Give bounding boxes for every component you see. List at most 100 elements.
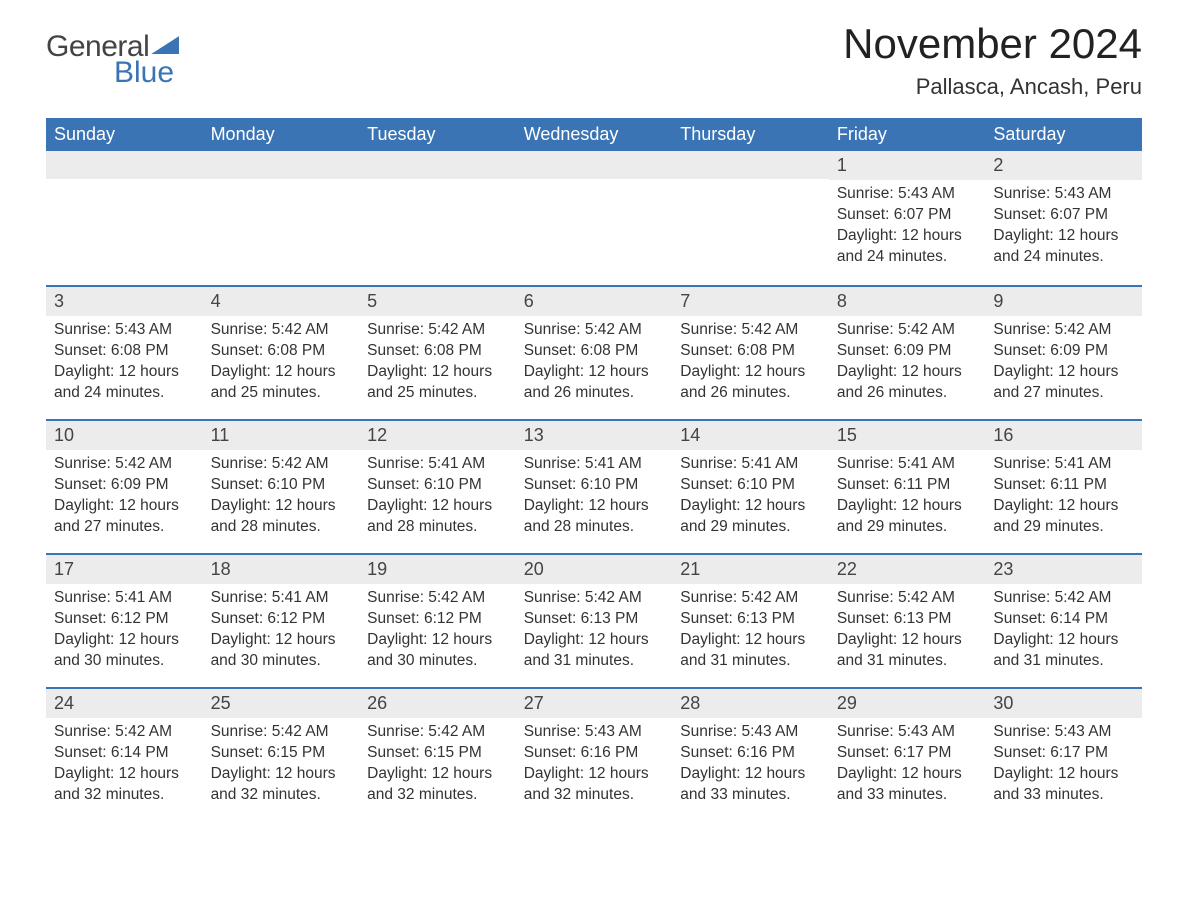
day-cell-empty bbox=[359, 151, 516, 285]
day-number: 6 bbox=[516, 287, 673, 316]
day-cell-18: 18Sunrise: 5:41 AMSunset: 6:12 PMDayligh… bbox=[203, 555, 360, 687]
weekday-monday: Monday bbox=[203, 118, 360, 151]
day-number: 8 bbox=[829, 287, 986, 316]
day-detail-line: Sunset: 6:15 PM bbox=[211, 743, 352, 764]
day-details: Sunrise: 5:42 AMSunset: 6:08 PMDaylight:… bbox=[516, 316, 673, 414]
day-number: 29 bbox=[829, 689, 986, 718]
day-detail-line: Sunrise: 5:42 AM bbox=[367, 320, 508, 341]
day-number: 30 bbox=[985, 689, 1142, 718]
day-detail-line: Daylight: 12 hours and 30 minutes. bbox=[54, 630, 195, 672]
day-details: Sunrise: 5:41 AMSunset: 6:12 PMDaylight:… bbox=[203, 584, 360, 682]
day-details: Sunrise: 5:43 AMSunset: 6:17 PMDaylight:… bbox=[985, 718, 1142, 816]
day-detail-line: Sunrise: 5:42 AM bbox=[993, 320, 1134, 341]
day-cell-19: 19Sunrise: 5:42 AMSunset: 6:12 PMDayligh… bbox=[359, 555, 516, 687]
day-details: Sunrise: 5:43 AMSunset: 6:07 PMDaylight:… bbox=[829, 180, 986, 278]
day-detail-line: Daylight: 12 hours and 31 minutes. bbox=[993, 630, 1134, 672]
day-cell-15: 15Sunrise: 5:41 AMSunset: 6:11 PMDayligh… bbox=[829, 421, 986, 553]
day-detail-line: Sunrise: 5:41 AM bbox=[367, 454, 508, 475]
day-detail-line: Sunrise: 5:41 AM bbox=[54, 588, 195, 609]
day-number: 26 bbox=[359, 689, 516, 718]
day-detail-line: Sunrise: 5:42 AM bbox=[367, 722, 508, 743]
day-number: 9 bbox=[985, 287, 1142, 316]
day-detail-line: Sunset: 6:09 PM bbox=[837, 341, 978, 362]
day-cell-12: 12Sunrise: 5:41 AMSunset: 6:10 PMDayligh… bbox=[359, 421, 516, 553]
day-details: Sunrise: 5:42 AMSunset: 6:15 PMDaylight:… bbox=[203, 718, 360, 816]
day-detail-line: Sunrise: 5:42 AM bbox=[680, 320, 821, 341]
day-details: Sunrise: 5:42 AMSunset: 6:08 PMDaylight:… bbox=[672, 316, 829, 414]
weekday-friday: Friday bbox=[829, 118, 986, 151]
day-details: Sunrise: 5:41 AMSunset: 6:10 PMDaylight:… bbox=[359, 450, 516, 548]
day-details: Sunrise: 5:41 AMSunset: 6:12 PMDaylight:… bbox=[46, 584, 203, 682]
day-details: Sunrise: 5:42 AMSunset: 6:09 PMDaylight:… bbox=[985, 316, 1142, 414]
day-detail-line: Sunset: 6:09 PM bbox=[54, 475, 195, 496]
day-detail-line: Sunrise: 5:41 AM bbox=[680, 454, 821, 475]
day-details: Sunrise: 5:41 AMSunset: 6:10 PMDaylight:… bbox=[672, 450, 829, 548]
day-cell-9: 9Sunrise: 5:42 AMSunset: 6:09 PMDaylight… bbox=[985, 287, 1142, 419]
day-detail-line: Sunset: 6:16 PM bbox=[524, 743, 665, 764]
day-detail-line: Sunrise: 5:42 AM bbox=[54, 722, 195, 743]
weekday-header-row: SundayMondayTuesdayWednesdayThursdayFrid… bbox=[46, 118, 1142, 151]
day-number: 10 bbox=[46, 421, 203, 450]
day-detail-line: Daylight: 12 hours and 32 minutes. bbox=[54, 764, 195, 806]
day-detail-line: Daylight: 12 hours and 29 minutes. bbox=[680, 496, 821, 538]
day-detail-line: Daylight: 12 hours and 24 minutes. bbox=[54, 362, 195, 404]
day-detail-line: Sunset: 6:11 PM bbox=[837, 475, 978, 496]
weekday-wednesday: Wednesday bbox=[516, 118, 673, 151]
day-detail-line: Daylight: 12 hours and 31 minutes. bbox=[837, 630, 978, 672]
day-detail-line: Daylight: 12 hours and 28 minutes. bbox=[524, 496, 665, 538]
day-number: 21 bbox=[672, 555, 829, 584]
day-details: Sunrise: 5:42 AMSunset: 6:09 PMDaylight:… bbox=[829, 316, 986, 414]
day-detail-line: Sunset: 6:12 PM bbox=[367, 609, 508, 630]
empty-day-strip bbox=[203, 151, 360, 179]
day-number: 18 bbox=[203, 555, 360, 584]
day-details: Sunrise: 5:43 AMSunset: 6:08 PMDaylight:… bbox=[46, 316, 203, 414]
day-details: Sunrise: 5:41 AMSunset: 6:10 PMDaylight:… bbox=[516, 450, 673, 548]
day-detail-line: Sunset: 6:08 PM bbox=[54, 341, 195, 362]
day-detail-line: Daylight: 12 hours and 28 minutes. bbox=[367, 496, 508, 538]
day-detail-line: Daylight: 12 hours and 32 minutes. bbox=[211, 764, 352, 806]
day-detail-line: Sunset: 6:08 PM bbox=[211, 341, 352, 362]
day-cell-11: 11Sunrise: 5:42 AMSunset: 6:10 PMDayligh… bbox=[203, 421, 360, 553]
day-cell-25: 25Sunrise: 5:42 AMSunset: 6:15 PMDayligh… bbox=[203, 689, 360, 821]
title-block: November 2024 Pallasca, Ancash, Peru bbox=[843, 20, 1142, 100]
day-number: 3 bbox=[46, 287, 203, 316]
day-cell-3: 3Sunrise: 5:43 AMSunset: 6:08 PMDaylight… bbox=[46, 287, 203, 419]
day-detail-line: Sunrise: 5:42 AM bbox=[211, 454, 352, 475]
day-detail-line: Sunrise: 5:43 AM bbox=[54, 320, 195, 341]
day-detail-line: Sunset: 6:09 PM bbox=[993, 341, 1134, 362]
weekday-sunday: Sunday bbox=[46, 118, 203, 151]
day-detail-line: Sunrise: 5:43 AM bbox=[993, 722, 1134, 743]
day-detail-line: Sunrise: 5:42 AM bbox=[211, 320, 352, 341]
day-detail-line: Daylight: 12 hours and 29 minutes. bbox=[993, 496, 1134, 538]
empty-day-strip bbox=[46, 151, 203, 179]
day-detail-line: Daylight: 12 hours and 26 minutes. bbox=[837, 362, 978, 404]
day-detail-line: Sunset: 6:13 PM bbox=[524, 609, 665, 630]
day-detail-line: Sunset: 6:14 PM bbox=[993, 609, 1134, 630]
day-detail-line: Sunset: 6:10 PM bbox=[367, 475, 508, 496]
day-detail-line: Sunset: 6:16 PM bbox=[680, 743, 821, 764]
day-cell-16: 16Sunrise: 5:41 AMSunset: 6:11 PMDayligh… bbox=[985, 421, 1142, 553]
day-cell-2: 2Sunrise: 5:43 AMSunset: 6:07 PMDaylight… bbox=[985, 151, 1142, 285]
week-row: 3Sunrise: 5:43 AMSunset: 6:08 PMDaylight… bbox=[46, 285, 1142, 419]
day-cell-17: 17Sunrise: 5:41 AMSunset: 6:12 PMDayligh… bbox=[46, 555, 203, 687]
day-detail-line: Daylight: 12 hours and 24 minutes. bbox=[993, 226, 1134, 268]
day-detail-line: Sunset: 6:14 PM bbox=[54, 743, 195, 764]
day-detail-line: Daylight: 12 hours and 28 minutes. bbox=[211, 496, 352, 538]
day-detail-line: Sunset: 6:10 PM bbox=[524, 475, 665, 496]
location-label: Pallasca, Ancash, Peru bbox=[843, 74, 1142, 100]
day-number: 16 bbox=[985, 421, 1142, 450]
day-details: Sunrise: 5:42 AMSunset: 6:08 PMDaylight:… bbox=[359, 316, 516, 414]
day-number: 23 bbox=[985, 555, 1142, 584]
day-detail-line: Sunset: 6:17 PM bbox=[837, 743, 978, 764]
day-detail-line: Daylight: 12 hours and 33 minutes. bbox=[837, 764, 978, 806]
day-detail-line: Sunset: 6:13 PM bbox=[837, 609, 978, 630]
day-detail-line: Sunrise: 5:42 AM bbox=[524, 320, 665, 341]
day-detail-line: Sunrise: 5:42 AM bbox=[837, 320, 978, 341]
day-cell-30: 30Sunrise: 5:43 AMSunset: 6:17 PMDayligh… bbox=[985, 689, 1142, 821]
day-detail-line: Sunset: 6:17 PM bbox=[993, 743, 1134, 764]
day-detail-line: Daylight: 12 hours and 33 minutes. bbox=[993, 764, 1134, 806]
empty-day-strip bbox=[359, 151, 516, 179]
week-row: 17Sunrise: 5:41 AMSunset: 6:12 PMDayligh… bbox=[46, 553, 1142, 687]
day-detail-line: Daylight: 12 hours and 27 minutes. bbox=[54, 496, 195, 538]
day-detail-line: Daylight: 12 hours and 32 minutes. bbox=[367, 764, 508, 806]
